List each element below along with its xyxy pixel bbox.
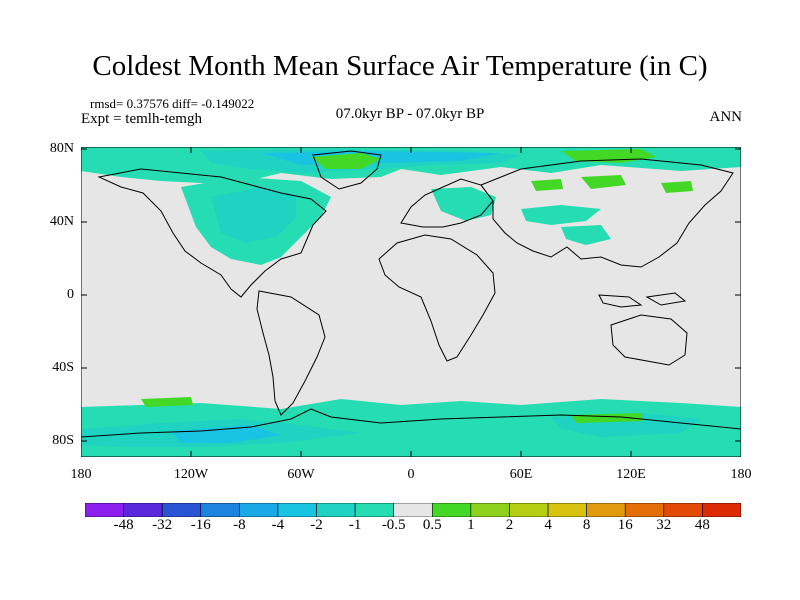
lon-label-120w: 120W: [173, 467, 209, 482]
region-siberia-warm-2: [581, 175, 626, 189]
region-north-america-core: [211, 187, 296, 243]
region-himalaya: [561, 225, 611, 245]
colorbar-box: [161, 503, 202, 517]
colorbar-box: [509, 503, 549, 517]
lon-label-60e: 60E: [509, 467, 533, 482]
coast-africa: [378, 234, 496, 362]
colorbar-box: [123, 503, 163, 517]
region-greenland-warm: [311, 153, 381, 169]
colorbar-box: [354, 503, 395, 517]
colorbar-label: 8: [582, 517, 591, 533]
colorbar-label: 1: [467, 517, 475, 533]
anomaly-shading: [81, 147, 741, 457]
region-europe: [431, 187, 496, 221]
lat-label-80s: 80S: [52, 433, 74, 448]
stats-label: rmsd= 0.37576 diff= -0.149022: [90, 96, 255, 111]
chart-title: Coldest Month Mean Surface Air Temperatu…: [92, 50, 708, 82]
region-antarctica-pacific: [171, 425, 281, 443]
colorbar-box: [277, 503, 317, 517]
colorbar-label: 48: [694, 517, 710, 533]
colorbar-box: [702, 503, 741, 517]
coast-indonesia: [598, 292, 687, 308]
lat-label-80n: 80N: [49, 141, 74, 156]
colorbar-box: [431, 503, 472, 517]
region-arctic-warm-east: [661, 181, 693, 193]
colorbar-box: [547, 503, 587, 517]
colorbar-label: 32: [656, 517, 672, 533]
colorbar-box: [316, 503, 356, 517]
colorbar-label: -48: [113, 517, 134, 533]
coast-australia: [610, 314, 688, 366]
lon-label-180w: 180: [70, 467, 92, 482]
experiment-label: Expt = temlh-temgh: [81, 111, 202, 127]
colorbar-label: 2: [505, 517, 514, 533]
colorbar-box: [586, 503, 626, 517]
colorbar-label: -2: [310, 517, 323, 533]
colorbar-label: -1: [348, 517, 362, 533]
colorbar-label: -0.5: [381, 517, 406, 533]
colorbar-label: 4: [544, 517, 552, 533]
colorbar-label: 16: [617, 517, 633, 533]
lat-label-40n: 40N: [49, 214, 74, 229]
coast-antarctica: [81, 408, 741, 438]
colorbar-box: [239, 503, 279, 517]
colorbar: [85, 503, 741, 517]
lat-label-0: 0: [67, 287, 74, 302]
colorbar-box: [85, 503, 124, 517]
map-ticks: [81, 147, 741, 457]
season-label: ANN: [709, 109, 743, 125]
lon-label-0: 0: [407, 467, 415, 482]
coastlines: [81, 150, 741, 438]
colorbar-label: -4: [271, 517, 285, 533]
colorbar-box: [393, 503, 433, 517]
colorbar-label: 0.5: [422, 517, 442, 533]
colorbar-box: [663, 503, 703, 517]
coast-asia: [480, 158, 734, 268]
lon-label-120e: 120E: [616, 467, 646, 482]
lon-label-180e: 180: [730, 467, 752, 482]
world-temperature-map: [81, 147, 741, 457]
coast-south-america: [256, 290, 326, 416]
region-central-asia: [521, 205, 601, 225]
colorbar-box: [200, 503, 240, 517]
region-siberia-warm-3: [531, 179, 563, 191]
colorbar-label: -8: [233, 517, 246, 533]
coast-greenland: [312, 150, 382, 190]
colorbar-label: -32: [152, 517, 173, 533]
colorbar-label: -16: [190, 517, 211, 533]
coast-north-america: [97, 168, 327, 298]
colorbar-box: [624, 503, 665, 517]
colorbar-box: [470, 503, 510, 517]
region-south-warm: [141, 397, 193, 407]
period-label: 07.0kyr BP - 07.0kyr BP: [335, 106, 485, 122]
lat-label-40s: 40S: [52, 360, 74, 375]
lon-label-60w: 60W: [287, 467, 315, 482]
